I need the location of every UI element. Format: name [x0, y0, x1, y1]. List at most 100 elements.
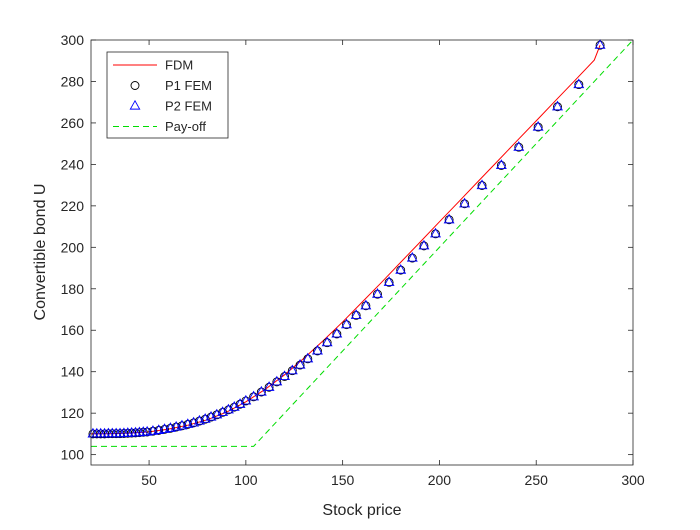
data-point: [514, 142, 524, 152]
y-tick-label: 200: [61, 239, 85, 255]
legend-label: FDM: [165, 58, 193, 73]
data-point: [513, 141, 525, 151]
series-layer: [87, 39, 634, 447]
data-point: [271, 375, 283, 386]
data-point: [153, 424, 165, 434]
legend-box: [106, 51, 229, 139]
data-point: [383, 276, 395, 286]
data-point: [294, 358, 306, 369]
data-point: [533, 122, 543, 132]
data-point: [341, 318, 352, 329]
x-axis: 50 100 150 200 250 300: [141, 40, 645, 488]
data-point: [495, 159, 507, 169]
y-tick-label: 260: [61, 115, 85, 131]
data-point: [460, 199, 470, 209]
data-point: [286, 364, 298, 375]
data-point: [476, 179, 488, 190]
data-point: [443, 213, 455, 224]
y-tick-label: 140: [61, 364, 85, 380]
data-point: [263, 381, 275, 391]
data-point: [138, 427, 148, 437]
data-point: [160, 424, 170, 434]
data-point: [594, 39, 606, 49]
series-p2-fem: [87, 39, 606, 438]
legend-label: Pay-off: [165, 119, 206, 134]
data-point: [373, 289, 382, 299]
data-point: [141, 425, 153, 436]
data-point: [574, 80, 584, 90]
data-point: [248, 390, 260, 401]
y-tick-label: 300: [61, 32, 85, 48]
data-point: [407, 253, 417, 263]
data-point: [477, 181, 487, 190]
data-point: [240, 394, 252, 405]
series-pay-off: [91, 39, 634, 447]
data-point: [418, 239, 430, 250]
legend: FDM P1 FEM P2 FEM Pay-off: [106, 51, 229, 139]
y-tick-label: 240: [61, 156, 85, 172]
x-tick-label: 50: [141, 472, 157, 488]
data-point: [360, 299, 372, 310]
data-point: [154, 425, 164, 435]
legend-swatch: [129, 99, 141, 110]
data-point: [350, 309, 362, 319]
data-point: [395, 264, 407, 274]
legend-entry: P1 FEM: [130, 78, 212, 93]
data-point: [295, 360, 305, 370]
y-tick-label: 100: [61, 447, 85, 463]
data-point: [264, 382, 274, 392]
data-point: [256, 387, 266, 397]
plot-border: [90, 39, 634, 466]
legend-entry: Pay-off: [113, 119, 206, 134]
data-point: [342, 320, 351, 330]
data-point: [406, 251, 418, 262]
y-tick-label: 160: [61, 322, 85, 338]
data-point: [496, 160, 506, 170]
data-point: [431, 229, 441, 239]
data-point: [147, 425, 159, 435]
data-point: [159, 423, 171, 433]
data-point: [165, 423, 175, 433]
data-point: [279, 370, 291, 381]
y-tick-label: 120: [61, 405, 85, 421]
data-point: [249, 392, 259, 402]
legend-swatch: [130, 81, 140, 90]
data-point: [419, 241, 429, 251]
data-point: [595, 40, 605, 50]
data-point: [552, 100, 563, 111]
legend-label: P1 FEM: [165, 78, 212, 93]
x-tick-label: 150: [331, 472, 355, 488]
y-tick-label: 220: [61, 198, 85, 214]
x-tick-label: 200: [428, 472, 452, 488]
data-point: [532, 120, 544, 131]
data-point: [313, 346, 322, 356]
data-point: [321, 336, 333, 347]
data-point: [459, 197, 471, 208]
data-point: [332, 329, 342, 339]
x-tick-label: 250: [525, 472, 549, 488]
data-point: [444, 215, 454, 225]
y-tick-label: 180: [61, 281, 85, 297]
data-point: [331, 327, 343, 338]
y-tick-label: 280: [61, 73, 85, 89]
data-point: [351, 310, 361, 320]
data-point: [384, 277, 394, 287]
x-axis-label: Stock price: [322, 502, 401, 519]
legend-entry: FDM: [113, 58, 193, 73]
data-point: [396, 265, 406, 275]
data-point: [241, 396, 251, 406]
data-point: [142, 427, 152, 437]
x-tick-label: 100: [234, 472, 258, 488]
x-tick-label: 300: [621, 472, 645, 488]
data-point: [361, 301, 371, 311]
data-point: [430, 227, 442, 238]
data-point: [312, 344, 323, 355]
data-point: [573, 78, 585, 89]
data-point: [234, 398, 246, 408]
data-point: [255, 385, 267, 396]
y-axis: 100 120 140 160 180 200 220 240 260 280 300: [61, 32, 633, 463]
data-point: [322, 338, 332, 348]
y-axis-label: Convertible bond U: [32, 184, 49, 321]
